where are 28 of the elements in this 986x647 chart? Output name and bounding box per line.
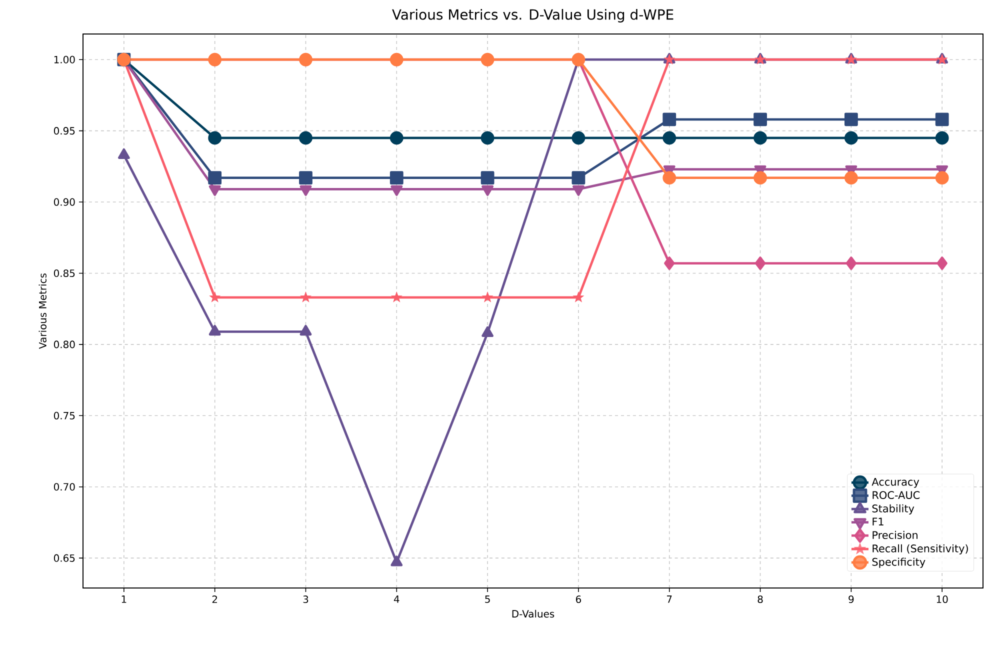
y-tick-label: 0.65 [54, 554, 75, 562]
x-tick-label: 5 [485, 596, 490, 603]
x-tick-label: 6 [576, 595, 582, 604]
legend-label: Specificity [872, 558, 926, 568]
x-axis-title: D-Values [512, 610, 554, 618]
y-axis-title: Various Metrics [38, 273, 46, 349]
legend-label: ROC-AUC [872, 491, 920, 500]
y-tick-label: 1.00 [54, 56, 75, 64]
y-tick-label: 0.95 [54, 127, 75, 135]
x-tick-label: 8 [758, 595, 763, 604]
x-tick-label: 10 [936, 595, 948, 604]
x-tick-label: 9 [848, 595, 854, 604]
legend-label: Accuracy [872, 478, 920, 488]
y-tick-label: 0.70 [54, 483, 75, 491]
y-tick-label: 0.85 [54, 269, 75, 278]
chart-title: Various Metrics vs. D-Value Using d-WPE [392, 8, 674, 22]
x-tick-label: 2 [212, 595, 217, 603]
x-tick-label: 7 [667, 596, 672, 603]
y-tick-label: 0.75 [54, 412, 75, 420]
legend-label: F1 [872, 518, 884, 526]
legend-label: Recall (Sensitivity) [872, 544, 968, 554]
y-tick-label: 0.90 [54, 198, 75, 206]
legend-label: Stability [872, 504, 914, 514]
legend-label: Precision [872, 530, 918, 539]
y-tick-label: 0.80 [54, 340, 75, 348]
x-tick-label: 4 [394, 596, 400, 603]
x-tick-label: 1 [122, 596, 126, 603]
x-tick-label: 3 [303, 595, 308, 604]
